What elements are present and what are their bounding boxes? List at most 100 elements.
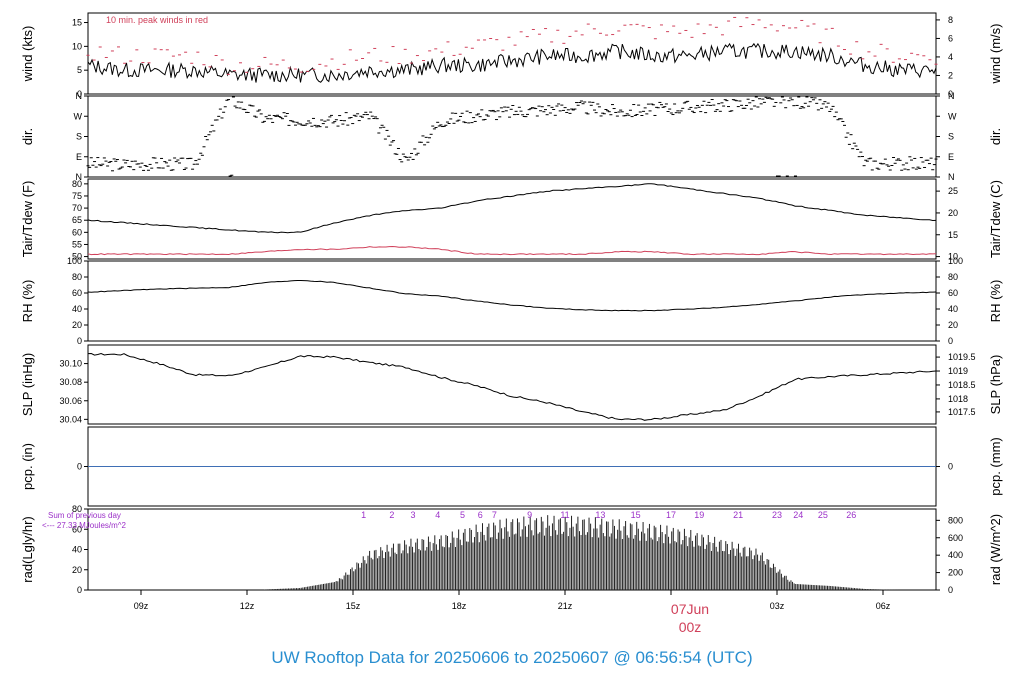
y-tick-label-right: 600 [948,533,963,543]
y-tick-label-right: 60 [948,288,958,298]
y-tick-label-right: 8 [948,15,953,25]
y-axis-label: SLP (inHg) [20,353,35,416]
y-tick-label-right: 1017.5 [948,407,976,417]
y-tick-label-right: 0 [948,462,953,472]
rad-hour-label: 11 [560,510,569,520]
y-tick-label-right: S [948,132,954,142]
y-tick-label-right: 1018 [948,394,968,404]
y-tick-label-right: W [948,111,957,121]
y-tick-label-right: 0 [948,585,953,595]
y-axis-label: rad(Lgly/hr) [20,516,35,582]
y-tick-label-right: 15 [948,230,958,240]
date-marker: 07Jun 00z [640,600,740,636]
x-tick-label: 06z [876,601,891,611]
rad-hour-label: 5 [460,510,465,520]
y-axis-label: pcp. (in) [20,443,35,490]
y-tick-label-right: N [948,91,955,101]
rad-hour-label: 26 [846,510,856,520]
panel-frame [87,178,937,260]
rad-hour-label: 13 [595,510,605,520]
rad-hour-label: 2 [389,510,394,520]
y-axis-label-right: SLP (hPa) [988,355,1003,415]
y-tick-label-left: 65 [72,215,82,225]
y-tick-label-left: 0 [77,585,82,595]
y-tick-label-left: N [76,91,83,101]
y-tick-label-left: 55 [72,239,82,249]
y-tick-label-left: 80 [72,179,82,189]
y-tick-label-left: 70 [72,203,82,213]
y-axis-label-right: dir. [988,128,1003,145]
panel-slp: 30.04 30.06 30.08 30.10 1017.5 1018 1018.5 1019… [20,344,1003,425]
y-tick-label-left: 50 [72,252,82,262]
panel-rh: 0 20 40 60 80 100 0 20 40 60 80 100 RH (%) RH (%) [20,256,1003,346]
wind-annotation: 10 min. peak winds in red [106,15,208,25]
y-axis-label-right: rad (W/m^2) [988,514,1003,585]
y-tick-label-right: 800 [948,515,963,525]
y-tick-label-left: 75 [72,191,82,201]
y-axis-label: Tair/Tdew (F) [20,181,35,258]
rad-annotation-bottom: <--- 27.33 MJoules/m^2 [42,521,127,530]
panel-frame [87,260,937,342]
rad-hour-label: 15 [631,510,641,520]
y-tick-label-left: 0 [77,462,82,472]
series-line [87,280,937,312]
y-tick-label-right: 4 [948,52,953,62]
y-tick-label-right: 40 [948,304,958,314]
x-tick-label: 12z [240,601,255,611]
y-axis-label-right: pcp. (mm) [988,437,1003,496]
y-tick-label-left: 30.08 [59,377,82,387]
y-tick-label-right: 0 [948,89,953,99]
y-tick-label-left: 40 [72,304,82,314]
y-tick-label-left: 60 [72,524,82,534]
y-axis-label: RH (%) [20,280,35,323]
y-tick-label-left: 0 [77,89,82,99]
y-tick-label-right: 2 [948,70,953,80]
series-line [87,42,937,83]
rad-hour-label: 1 [361,510,366,520]
y-tick-label-left: 10 [72,41,82,51]
rad-hour-label: 4 [435,510,440,520]
panel-temp: 50 55 60 65 70 75 80 10 15 20 25 Tair/Tdew (F) Tair/… [20,178,1003,262]
series-line [87,245,937,256]
rad-hour-label: 21 [733,510,743,520]
rad-hour-label: 24 [793,510,803,520]
y-tick-label-right: 6 [948,33,953,43]
series-line [87,183,937,234]
y-axis-label: dir. [20,128,35,145]
y-tick-label-right: 1019.5 [948,352,976,362]
y-tick-label-right: 400 [948,550,963,560]
y-tick-label-right: 20 [948,320,958,330]
series-line [87,352,937,421]
y-tick-label-right: 200 [948,568,963,578]
y-tick-label-right: 1018.5 [948,380,976,390]
y-axis-label: wind (kts) [20,26,35,83]
y-axis-label-right: Tair/Tdew (C) [988,180,1003,258]
y-tick-label-left: 40 [72,545,82,555]
y-tick-label-left: 100 [67,256,82,266]
y-tick-label-right: 25 [948,186,958,196]
y-tick-label-left: 60 [72,227,82,237]
y-tick-label-right: E [948,152,954,162]
y-tick-label-right: 0 [948,336,953,346]
y-tick-label-left: E [76,152,82,162]
rad-hour-label: 23 [772,510,782,520]
rad-hour-label: 9 [527,510,532,520]
panel-frame [87,95,937,178]
y-tick-label-left: 80 [72,504,82,514]
panel-frame [87,508,937,591]
rad-hour-label: 19 [694,510,704,520]
y-tick-label-left: W [74,111,83,121]
panel-pcp: 0 0 pcp. (in) pcp. (mm) [20,426,1003,507]
rad-hour-label: 6 [478,510,483,520]
y-tick-label-left: 30.10 [59,359,82,369]
y-tick-label-left: 60 [72,288,82,298]
date-marker-hour: 00z [678,619,702,635]
y-axis-label-right: RH (%) [988,280,1003,323]
rad-hour-label: 7 [492,510,497,520]
y-tick-label-left: 30.04 [59,414,82,424]
x-tick-label: 03z [770,601,785,611]
panel-frame [87,12,937,95]
rad-hour-label: 25 [818,510,828,520]
x-tick-label: 18z [452,601,467,611]
